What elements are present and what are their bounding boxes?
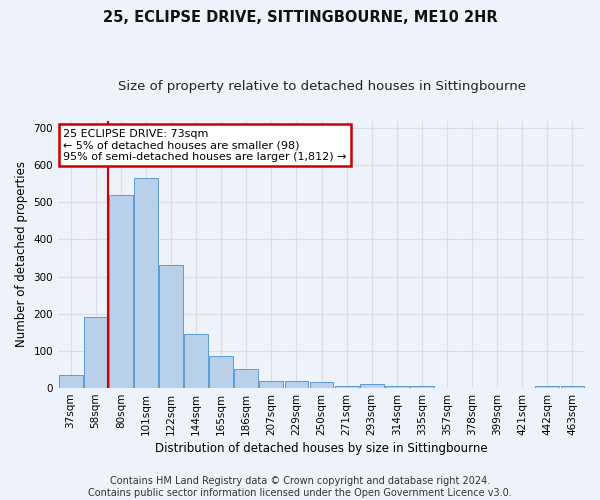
Bar xyxy=(310,382,334,388)
Bar xyxy=(159,266,183,388)
Y-axis label: Number of detached properties: Number of detached properties xyxy=(15,162,28,348)
Bar xyxy=(235,370,258,388)
Bar xyxy=(535,386,559,388)
Bar xyxy=(59,375,83,388)
Bar xyxy=(184,334,208,388)
Bar xyxy=(84,318,107,388)
Bar xyxy=(209,356,233,388)
Text: Contains HM Land Registry data © Crown copyright and database right 2024.
Contai: Contains HM Land Registry data © Crown c… xyxy=(88,476,512,498)
Bar xyxy=(335,386,359,388)
Bar xyxy=(259,380,283,388)
Bar xyxy=(109,195,133,388)
Text: 25, ECLIPSE DRIVE, SITTINGBOURNE, ME10 2HR: 25, ECLIPSE DRIVE, SITTINGBOURNE, ME10 2… xyxy=(103,10,497,25)
Bar xyxy=(385,386,409,388)
Text: 25 ECLIPSE DRIVE: 73sqm
← 5% of detached houses are smaller (98)
95% of semi-det: 25 ECLIPSE DRIVE: 73sqm ← 5% of detached… xyxy=(64,128,347,162)
Bar xyxy=(410,386,434,388)
Title: Size of property relative to detached houses in Sittingbourne: Size of property relative to detached ho… xyxy=(118,80,526,93)
Bar xyxy=(360,384,383,388)
X-axis label: Distribution of detached houses by size in Sittingbourne: Distribution of detached houses by size … xyxy=(155,442,488,455)
Bar xyxy=(560,386,584,388)
Bar xyxy=(284,380,308,388)
Bar xyxy=(134,178,158,388)
